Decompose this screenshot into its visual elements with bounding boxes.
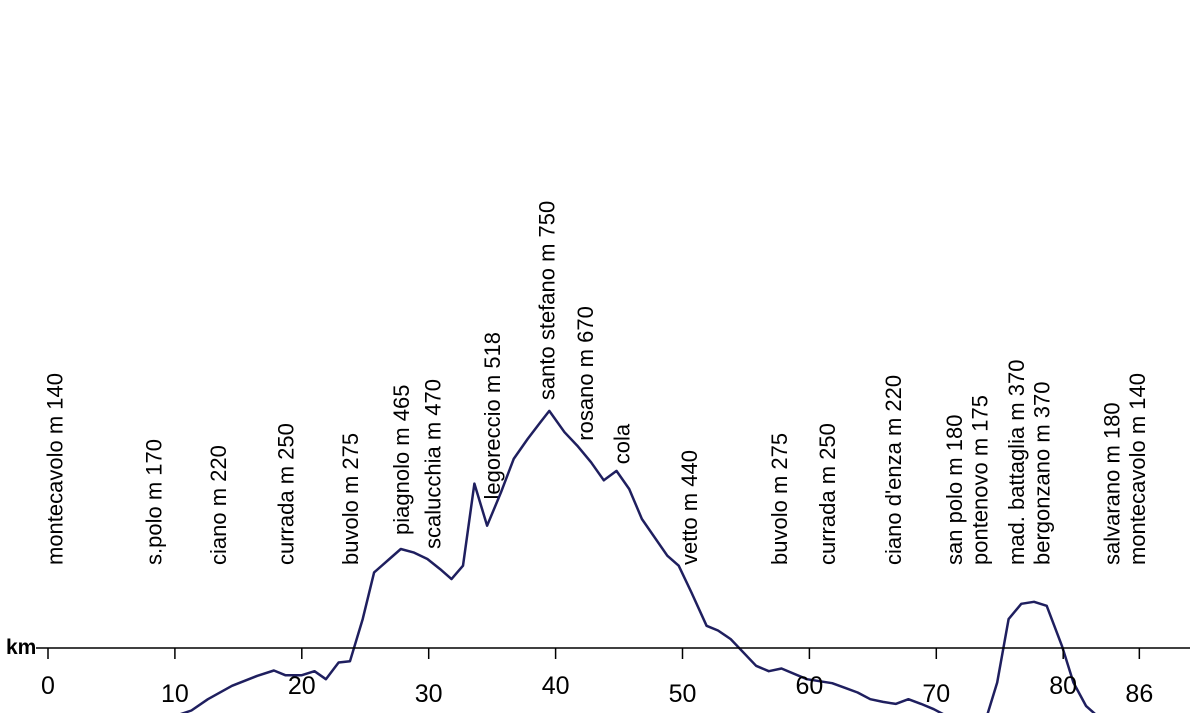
- location-label: san polo m 180: [942, 415, 967, 565]
- elevation-profile-line: [180, 409, 1096, 713]
- location-label: bergonzano m 370: [1030, 382, 1055, 565]
- location-label: legoreccio m 518: [480, 332, 505, 500]
- location-label: santo stefano m 750: [535, 201, 560, 400]
- x-tick-label: 50: [669, 680, 697, 708]
- location-label: s.polo m 170: [141, 439, 166, 565]
- location-label: buvolo m 275: [338, 433, 363, 565]
- location-label: pontenovo m 175: [967, 395, 992, 565]
- location-label: montecavolo m 140: [42, 373, 67, 565]
- x-tick-label: 40: [542, 672, 570, 700]
- x-axis-label: km: [6, 636, 36, 659]
- location-label: mad. battaglia m 370: [1004, 360, 1029, 565]
- location-label: cola: [610, 423, 635, 464]
- location-label: currada m 250: [815, 423, 840, 565]
- location-label: salvarano m 180: [1099, 402, 1124, 565]
- location-label: scalucchia m 470: [421, 379, 446, 549]
- location-label: buvolo m 275: [767, 433, 792, 565]
- location-label: currada m 250: [273, 423, 298, 565]
- location-label: montecavolo m 140: [1125, 373, 1150, 565]
- x-axis-ticks: [47, 648, 1141, 659]
- x-tick-label: 20: [288, 672, 316, 700]
- location-label: rosano m 670: [573, 306, 598, 441]
- x-axis-tick-labels: 0 10 20 30 40 50 60 70 80 86: [41, 672, 1153, 708]
- x-tick-label: 60: [795, 672, 823, 700]
- x-tick-label: 0: [41, 672, 55, 700]
- location-label: vetto m 440: [677, 450, 702, 565]
- location-label: piagnolo m 465: [389, 385, 414, 535]
- location-label: ciano m 220: [206, 445, 231, 565]
- x-tick-label: 30: [415, 680, 443, 708]
- location-labels: montecavolo m 140 s.polo m 170 ciano m 220…: [42, 201, 1150, 565]
- location-label: ciano d'enza m 220: [881, 375, 906, 565]
- x-tick-label: 86: [1125, 680, 1153, 708]
- x-tick-label: 80: [1049, 672, 1077, 700]
- x-tick-label: 70: [922, 680, 950, 708]
- x-tick-label: 10: [161, 680, 189, 708]
